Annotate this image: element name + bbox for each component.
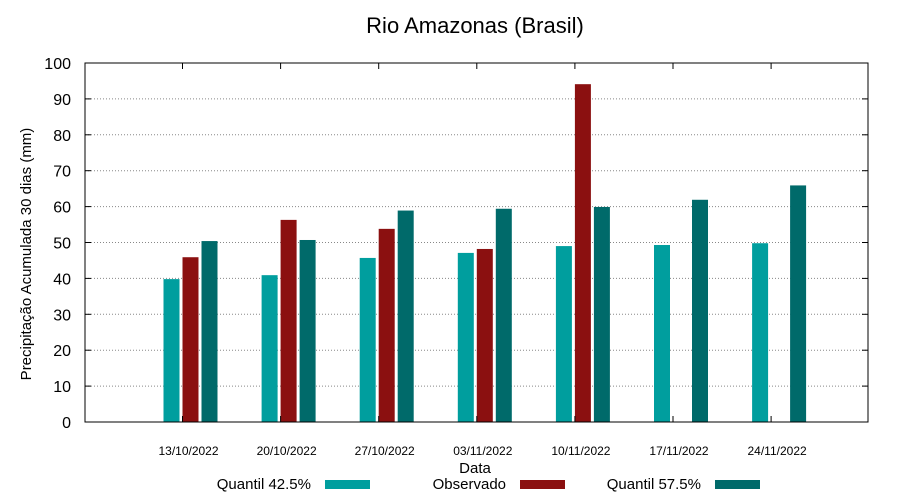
bar (397, 210, 414, 422)
x-tick-label: 17/11/2022 (649, 444, 708, 458)
bar (457, 252, 474, 422)
legend-label: Quantil 57.5% (607, 476, 701, 493)
bar (495, 208, 512, 422)
y-tick-label: 100 (44, 56, 71, 73)
bars (163, 84, 807, 422)
legend-swatch (715, 480, 760, 489)
y-tick-label: 0 (62, 415, 71, 432)
x-tick-label: 13/10/2022 (158, 444, 218, 458)
bar (261, 275, 278, 422)
bar (163, 279, 180, 422)
y-tick-label: 20 (53, 343, 71, 360)
legend: Quantil 42.5% Observado Quantil 57.5% (217, 476, 760, 493)
y-tick-label: 90 (53, 92, 71, 109)
bar (299, 239, 316, 422)
chart-title: Rio Amazonas (Brasil) (366, 13, 584, 38)
bar (555, 246, 572, 422)
y-tick-label: 60 (53, 200, 71, 217)
bar (201, 241, 218, 422)
y-tick-label: 50 (53, 236, 71, 253)
x-tick-label: 27/10/2022 (355, 444, 415, 458)
legend-swatch (325, 480, 370, 489)
bar (476, 248, 493, 422)
x-tick-label: 20/10/2022 (257, 444, 317, 458)
bar (692, 199, 708, 422)
legend-label: Observado (433, 476, 506, 493)
x-tick-label: 24/11/2022 (748, 444, 807, 458)
y-tick-label: 10 (53, 379, 71, 396)
x-tick-label: 10/11/2022 (551, 444, 610, 458)
y-tick-label: 80 (53, 128, 71, 145)
bar (593, 206, 610, 422)
bar (574, 84, 591, 422)
bar (790, 185, 807, 422)
bar (359, 257, 376, 422)
y-axis-label: Precipitação Acumulada 30 dias (mm) (18, 128, 35, 381)
y-axis-ticks: 0 10 20 30 40 50 60 70 80 90 100 (44, 56, 868, 432)
bar (378, 228, 395, 422)
bar (654, 245, 670, 422)
bar (752, 243, 769, 422)
legend-swatch (520, 480, 565, 489)
x-tick-label: 03/11/2022 (453, 444, 512, 458)
y-tick-label: 40 (53, 271, 71, 288)
x-axis-ticks: 13/10/2022 20/10/2022 27/10/2022 03/11/2022… (158, 63, 807, 458)
y-tick-label: 30 (53, 307, 71, 324)
bar (280, 219, 297, 422)
legend-label: Quantil 42.5% (217, 476, 311, 493)
x-axis-label: Data (459, 460, 491, 477)
bar (182, 257, 199, 422)
y-tick-label: 70 (53, 164, 71, 181)
